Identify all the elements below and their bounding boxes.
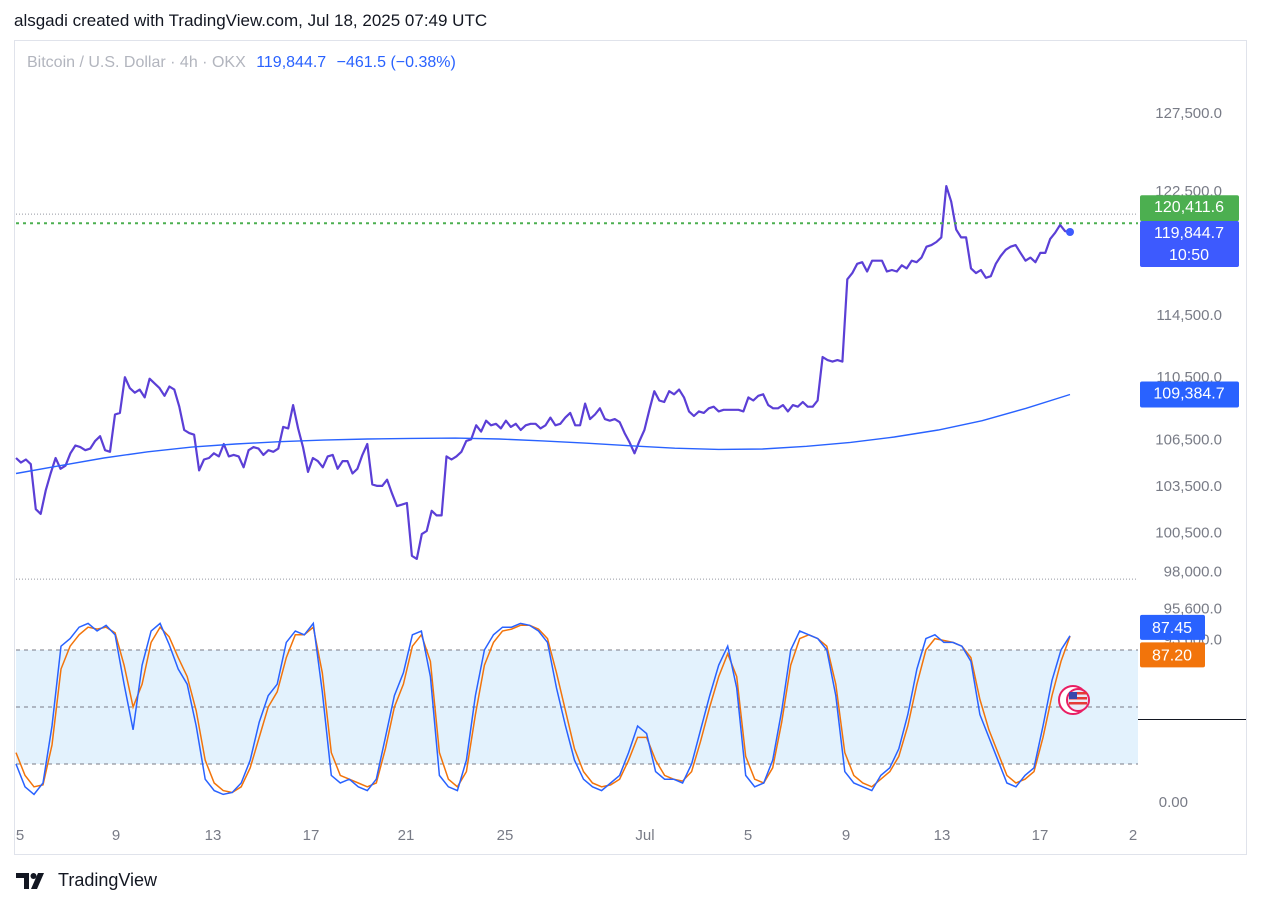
stoch-k-tag: 87.45 — [1140, 614, 1205, 640]
price-axis-tick: 95,600.0 — [1164, 601, 1222, 618]
tradingview-logo-icon[interactable] — [16, 871, 50, 891]
time-axis-tick: 17 — [303, 827, 320, 844]
time-axis-tick: 5 — [744, 827, 752, 844]
us-flag-event-icon[interactable] — [1058, 685, 1090, 715]
price-tag-layer: 120,411.6 119,844.7 10:50 109,384.7 87.45 87.… — [1140, 195, 1239, 668]
moving-average-tag-text: 109,384.7 — [1153, 386, 1224, 403]
last-price-tag-text: 10:50 — [1169, 247, 1209, 264]
time-axis-tick: 21 — [398, 827, 415, 844]
tradingview-brand[interactable]: TradingView — [58, 870, 158, 890]
stoch-d-tag-bg — [1140, 642, 1205, 668]
footer: TradingView — [16, 870, 157, 891]
price-axis-tick: 100,500.0 — [1155, 525, 1222, 542]
price-line — [15, 185, 1071, 560]
last-price-value: 119,844.7 — [256, 54, 327, 71]
moving-average-tag: 109,384.7 — [1140, 381, 1239, 408]
high-price-tag: 120,411.6 — [1140, 195, 1239, 222]
last-price-tag-text: 119,844.7 — [1154, 225, 1224, 242]
time-axis-tick: 17 — [1032, 827, 1049, 844]
time-axis-tick: 9 — [112, 827, 120, 844]
price-change-value: −461.5 (−0.38%) — [336, 54, 456, 71]
time-axis-tick: 2 — [1129, 827, 1137, 844]
time-axis-tick: 13 — [205, 827, 222, 844]
last-price-tag-bg — [1140, 221, 1239, 268]
last-price-tag: 119,844.7 10:50 — [1140, 221, 1239, 268]
time-axis-tick: 25 — [497, 827, 514, 844]
stoch-d-tag: 87.20 — [1140, 642, 1205, 668]
stoch-k-tag-text: 87.45 — [1152, 620, 1192, 637]
price-axis-tick: 106,500.0 — [1155, 431, 1222, 448]
high-price-tag-text: 120,411.6 — [1154, 199, 1224, 216]
line-layer — [15, 185, 1138, 796]
symbol-name[interactable]: Bitcoin / U.S. Dollar · 4h · OKX — [27, 54, 246, 71]
time-axis-tick: Jul — [635, 827, 654, 844]
price-axis-tick: 103,500.0 — [1155, 478, 1222, 495]
price-axis-tick: 98,000.0 — [1164, 563, 1222, 580]
moving-average-tag-bg — [1140, 381, 1239, 408]
time-axis-tick: 5 — [16, 827, 24, 844]
high-price-tag-bg — [1140, 195, 1239, 222]
time-axis-tick: 13 — [934, 827, 951, 844]
stoch-axis-tick: 0.00 — [1159, 794, 1188, 811]
stoch-k-tag-bg — [1140, 614, 1205, 640]
stoch-band-layer — [16, 649, 1138, 765]
moving-average-line — [15, 393, 1071, 475]
stoch-d-tag-text: 87.20 — [1152, 647, 1192, 664]
last-price-dot — [1066, 228, 1074, 237]
price-axis-tick: 114,500.0 — [1156, 307, 1222, 324]
time-axis-tick: 9 — [842, 827, 850, 844]
price-axis-tick: 127,500.0 — [1155, 105, 1222, 122]
attribution-text: alsgadi created with TradingView.com, Ju… — [14, 11, 488, 30]
chart-frame — [14, 40, 1247, 855]
symbol-legend: Bitcoin / U.S. Dollar · 4h · OKX 119,844… — [27, 54, 456, 72]
stoch-d-line — [15, 624, 1071, 794]
stoch-k-line — [15, 621, 1071, 796]
